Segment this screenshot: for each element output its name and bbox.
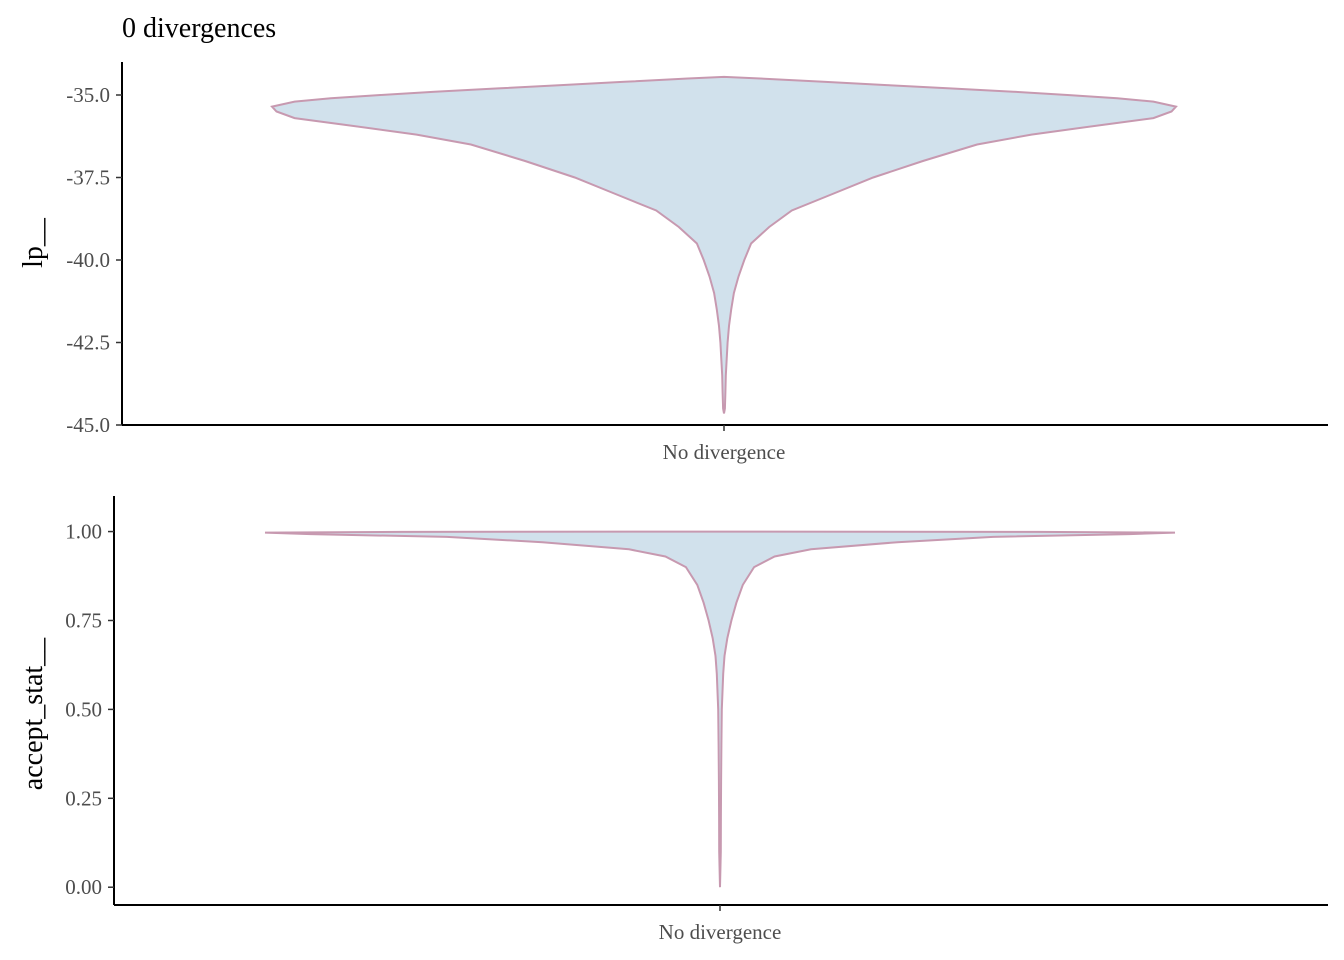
panel-2: 0.00 0.25 0.50 0.75 1.00 No divergence accept_…	[18, 496, 1328, 944]
y-tick-label: -40.0	[66, 248, 110, 272]
panel-1: -45.0 -42.5 -40.0 -37.5 -35.0 No divergence lp…	[18, 62, 1328, 464]
y-axis-title: lp__	[18, 217, 49, 268]
figure-title: 0 divergences	[122, 13, 276, 44]
violin-shape-no-divergence	[264, 530, 1176, 888]
y-tick-label: 0.50	[65, 697, 102, 721]
x-tick-label: No divergence	[659, 920, 782, 944]
y-tick-label: 1.00	[65, 520, 102, 544]
y-tick-label: 0.25	[65, 786, 102, 810]
violin-shape-no-divergence	[270, 75, 1178, 414]
y-tick-label: 0.75	[65, 608, 102, 632]
y-tick-label: -42.5	[66, 331, 110, 355]
y-tick-label: -45.0	[66, 413, 110, 437]
y-tick-label: -35.0	[66, 83, 110, 107]
x-tick-label: No divergence	[663, 440, 786, 464]
y-tick-label: -37.5	[66, 166, 110, 190]
y-axis-title: accept_stat__	[18, 637, 49, 790]
y-tick-label: 0.00	[65, 875, 102, 899]
